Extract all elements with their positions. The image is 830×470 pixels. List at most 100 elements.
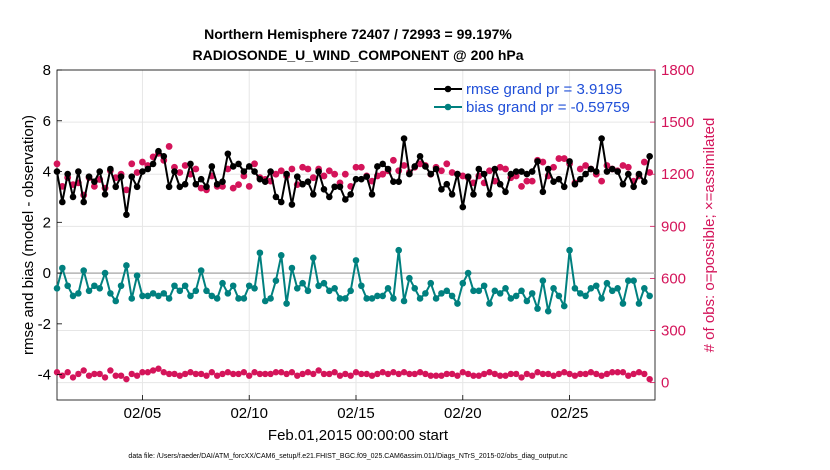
bias-point-87 bbox=[518, 287, 525, 295]
obs-possible-point-16 bbox=[139, 158, 146, 166]
obs-assimilated-point-44 bbox=[288, 369, 296, 376]
obs-possible-point-26 bbox=[192, 165, 200, 173]
bias-point-29 bbox=[208, 292, 216, 300]
bias-point-55 bbox=[347, 287, 354, 295]
bias-point-44 bbox=[288, 264, 296, 272]
obs-assimilated-point-87 bbox=[518, 374, 525, 381]
obs-assimilated-point-28 bbox=[203, 372, 210, 379]
bias-point-42 bbox=[277, 252, 285, 259]
bias-point-71 bbox=[432, 295, 440, 302]
obs-assimilated-point-98 bbox=[577, 370, 584, 378]
y-left-tick-label-6: 8 bbox=[43, 62, 51, 79]
bias-point-67 bbox=[411, 285, 419, 292]
obs-possible-point-7 bbox=[90, 182, 98, 190]
obs-assimilated-point-41 bbox=[272, 369, 280, 376]
bias-point-89 bbox=[528, 290, 536, 297]
rmse-point-26 bbox=[192, 180, 200, 188]
obs-possible-point-37 bbox=[251, 160, 258, 168]
rmse-point-8 bbox=[96, 168, 104, 175]
obs-assimilated-point-110 bbox=[641, 370, 648, 378]
rmse-point-74 bbox=[448, 191, 456, 198]
obs-assimilated-point-31 bbox=[219, 370, 226, 378]
obs-possible-point-106 bbox=[619, 162, 627, 169]
obs-possible-point-15 bbox=[133, 169, 141, 176]
obs-assimilated-point-66 bbox=[406, 370, 413, 378]
bias-point-36 bbox=[245, 282, 253, 290]
bias-point-100 bbox=[587, 285, 595, 292]
bias-point-96 bbox=[566, 246, 573, 254]
rmse-point-88 bbox=[523, 170, 531, 178]
bias-point-73 bbox=[443, 287, 451, 295]
rmse-point-67 bbox=[411, 163, 419, 170]
y-right-tick-label-5: 1500 bbox=[661, 114, 694, 131]
rmse-line bbox=[56, 137, 651, 216]
obs-assimilated-point-60 bbox=[374, 370, 381, 378]
rmse-point-13 bbox=[123, 211, 130, 218]
bias-point-79 bbox=[475, 287, 483, 295]
bias-point-38 bbox=[256, 249, 264, 257]
rmse-point-41 bbox=[272, 193, 280, 201]
rmse-point-99 bbox=[582, 170, 589, 178]
bias-point-68 bbox=[416, 295, 424, 302]
rmse-point-84 bbox=[502, 188, 509, 196]
obs-assimilated-point-52 bbox=[331, 369, 338, 376]
bias-point-77 bbox=[464, 269, 472, 277]
rmse-point-33 bbox=[229, 163, 237, 170]
obs-assimilated-point-37 bbox=[251, 369, 258, 376]
obs-assimilated-point-57 bbox=[358, 370, 365, 378]
bias-point-80 bbox=[480, 282, 488, 290]
bias-point-26 bbox=[192, 287, 200, 295]
bias-point-51 bbox=[326, 287, 333, 295]
rmse-point-68 bbox=[416, 153, 424, 160]
obs-assimilated-point-102 bbox=[598, 372, 605, 379]
rmse-point-31 bbox=[219, 178, 226, 185]
rmse-point-75 bbox=[454, 170, 461, 178]
obs-assimilated-point-4 bbox=[75, 370, 82, 378]
rmse-point-96 bbox=[566, 158, 573, 165]
obs-assimilated-point-100 bbox=[587, 369, 595, 376]
bias-point-62 bbox=[384, 285, 392, 292]
y-left-ticks: -4 -2 0 2 4 6 8 bbox=[38, 62, 62, 384]
bias-point-46 bbox=[299, 279, 306, 287]
obs-assimilated-point-30 bbox=[213, 372, 221, 379]
rmse-point-93 bbox=[550, 178, 557, 185]
bias-point-91 bbox=[539, 277, 547, 284]
obs-assimilated-point-45 bbox=[294, 372, 301, 379]
bias-point-5 bbox=[80, 267, 87, 274]
obs-assimilated-point-77 bbox=[464, 370, 472, 378]
obs-assimilated-point-39 bbox=[262, 370, 269, 378]
bias-point-106 bbox=[619, 300, 627, 307]
obs-possible-point-68 bbox=[416, 160, 424, 168]
bias-point-52 bbox=[331, 285, 338, 292]
obs-possible-point-41 bbox=[272, 170, 280, 178]
rmse-point-55 bbox=[347, 191, 354, 198]
obs-assimilated-point-70 bbox=[427, 372, 434, 379]
rmse-point-40 bbox=[267, 168, 274, 175]
bias-point-63 bbox=[390, 295, 397, 302]
rmse-point-39 bbox=[261, 178, 269, 185]
rmse-point-58 bbox=[363, 173, 370, 180]
bias-point-22 bbox=[171, 282, 178, 290]
bias-point-74 bbox=[448, 292, 456, 300]
obs-assimilated-point-92 bbox=[545, 370, 552, 378]
rmse-point-108 bbox=[630, 183, 637, 191]
x-tick-label-1: 02/10 bbox=[230, 405, 268, 422]
obs-assimilated-point-108 bbox=[630, 370, 637, 378]
rmse-point-46 bbox=[299, 180, 306, 188]
rmse-point-9 bbox=[101, 191, 109, 198]
rmse-point-50 bbox=[320, 186, 328, 193]
obs-assimilated-point-50 bbox=[320, 370, 328, 378]
obs-possible-point-74 bbox=[448, 169, 456, 176]
rmse-point-73 bbox=[443, 180, 451, 188]
obs-assimilated-point-91 bbox=[539, 370, 547, 378]
series-rmse bbox=[53, 135, 653, 218]
obs-assimilated-point-62 bbox=[384, 370, 392, 378]
rmse-point-66 bbox=[406, 170, 413, 178]
obs-possible-point-83 bbox=[496, 163, 504, 171]
bias-point-90 bbox=[534, 305, 541, 312]
obs-assimilated-point-7 bbox=[91, 370, 98, 378]
obs-possible-point-89 bbox=[528, 177, 536, 185]
obs-possible-point-44 bbox=[288, 165, 296, 173]
rmse-point-110 bbox=[641, 178, 648, 185]
rmse-point-7 bbox=[91, 178, 98, 185]
